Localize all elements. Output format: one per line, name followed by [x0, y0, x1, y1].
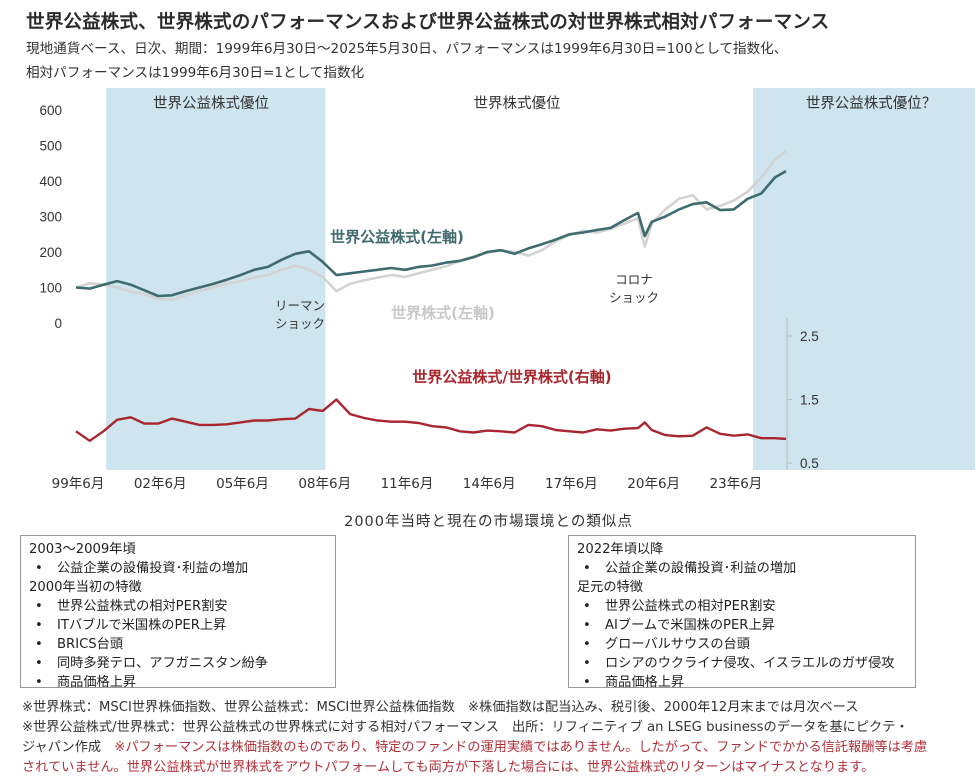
right-axis: 0.5 1.5 2.5 [786, 318, 819, 471]
annotation-lehman-1: リーマン [275, 298, 325, 313]
series-label-utilities: 世界公益株式(左軸) [330, 228, 464, 246]
x-tick-label: 05年6月 [216, 476, 269, 492]
right-tick-label: 2.5 [800, 329, 819, 344]
comparison-heading: 2003～2009年頃 [29, 542, 136, 557]
footnote-line4-text: されていません。世界公益株式が世界株式をアウトパフォームしても両方が下落した場合… [22, 760, 875, 775]
series-lines [75, 149, 787, 442]
shaded-periods [106, 88, 975, 470]
comparison-heading: 2022年頃以降 [577, 542, 664, 557]
series-line-1 [75, 169, 787, 298]
x-tick-label: 14年6月 [463, 476, 516, 492]
comparison-bullet-item: BRICS台頭 [29, 635, 327, 654]
series-line-3 [75, 398, 787, 442]
right-tick-label: 0.5 [800, 456, 819, 471]
annotation-lehman-2: ショック [275, 316, 325, 331]
x-tick-label: 20年6月 [627, 476, 680, 492]
regime-label-world: 世界株式優位 [474, 95, 561, 112]
left-tick-label: 500 [39, 139, 62, 154]
comparison-bullet-item: 公益企業の設備投資･利益の増加 [29, 559, 327, 578]
left-axis: 0 100 200 300 400 500 600 [39, 103, 62, 331]
comparison-bullet-item: グローバルサウスの台頭 [577, 635, 907, 654]
comparison-bullet-item: AIブームで米国株のPER上昇 [577, 616, 907, 635]
x-tick-label: 17年6月 [545, 476, 598, 492]
chart-subtitle-line2: 相対パフォーマンスは1999年6月30日=1として指数化 [26, 65, 365, 81]
comparison-bullet-item: 同時多発テロ、アフガニスタン紛争 [29, 654, 327, 673]
comparison-box-2000s: 2003～2009年頃公益企業の設備投資･利益の増加 2000年当初の特徴世界公益… [20, 535, 336, 690]
chart-labels: 世界公益株式優位 世界株式優位 世界公益株式優位？リーマンショックコロナショック世界… [153, 95, 936, 386]
footnote-line1: ※世界株式：MSCI世界株価指数、世界公益株式：MSCI世界公益株価指数 ※株価… [22, 700, 859, 715]
footnote-line2: ※世界公益株式/世界株式：世界公益株式の世界株式に対する相対パフォーマンス 出所… [22, 720, 909, 735]
comparison-bullet-item: 公益企業の設備投資･利益の増加 [577, 559, 907, 578]
footnote-line3-plain: ジャパン作成 [22, 740, 115, 755]
footnote-line4-warning: されていません。世界公益株式が世界株式をアウトパフォームしても両方が下落した場合… [22, 756, 874, 775]
left-tick-label: 0 [54, 316, 62, 331]
comparison-box-current: 2022年頃以降公益企業の設備投資･利益の増加足元の特徴世界公益株式の相対PER… [568, 535, 916, 690]
footnote-line3-warning: ※パフォーマンスは株価指数のものであり、特定のファンドの運用実績ではありません。… [114, 740, 928, 755]
x-tick-label: 02年6月 [134, 476, 187, 492]
right-tick-label: 1.5 [800, 393, 819, 408]
page-title: 世界公益株式、世界株式のパフォーマンスおよび世界公益株式の対世界株式相対パフォー… [26, 12, 830, 33]
series-label-relative: 世界公益株式/世界株式(右軸) [412, 368, 611, 386]
comparison-heading: 2000年当初の特徴 [29, 580, 142, 595]
comparison-title: 2000年当時と現在の市場環境との類似点 [344, 514, 633, 530]
shaded-period-2 [753, 88, 975, 470]
x-axis: 99年6月 02年6月 05年6月 08年6月 11年6月 14年6月 17年6月 20年6月… [52, 476, 763, 492]
regime-label-utilities: 世界公益株式優位 [153, 95, 269, 112]
comparison-bullet-item: ロシアのウクライナ侵攻、イスラエルのガザ侵攻 [577, 654, 907, 673]
chart-subtitle-line1: 現地通貨ベース、日次、期間：1999年6月30日～2025年5月30日、パフォー… [26, 41, 788, 57]
left-tick-label: 600 [39, 103, 62, 118]
x-tick-label: 08年6月 [298, 476, 351, 492]
annotation-covid-2: ショック [609, 290, 659, 305]
x-tick-label: 99年6月 [52, 476, 105, 492]
series-line-2 [75, 149, 787, 302]
shaded-period-1 [106, 88, 326, 470]
comparison-bullet-item: 商品価格上昇 [29, 673, 327, 692]
comparison-bullet-item: 世界公益株式の相対PER割安 [29, 597, 327, 616]
comparison-bullet-item: ITバブルで米国株のPER上昇 [29, 616, 327, 635]
left-tick-label: 100 [39, 281, 62, 296]
left-tick-label: 400 [39, 174, 62, 189]
left-tick-label: 200 [39, 245, 62, 260]
left-tick-label: 300 [39, 210, 62, 225]
comparison-bullet-item: 商品価格上昇 [577, 673, 907, 692]
annotation-covid-1: コロナ [615, 272, 653, 287]
regime-label-utilities-question: 世界公益株式優位？ [806, 95, 937, 112]
x-tick-label: 11年6月 [381, 476, 434, 492]
footnote-line3: ジャパン作成 ※パフォーマンスは株価指数のものであり、特定のファンドの運用実績で… [22, 736, 927, 755]
comparison-bullet-item: 世界公益株式の相対PER割安 [577, 597, 907, 616]
series-label-world: 世界株式(左軸) [391, 304, 495, 322]
performance-chart: 0 100 200 300 400 500 600 0.5 1.5 2.5 99年6月 02年6月… [39, 88, 975, 492]
x-tick-label: 23年6月 [710, 476, 763, 492]
comparison-heading: 足元の特徴 [577, 580, 643, 595]
